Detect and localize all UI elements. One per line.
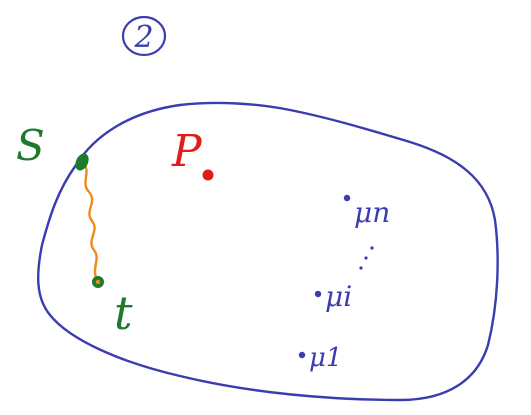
circled-number-icon [121,15,167,57]
mu-i-label: μi [325,280,352,313]
mu-n-point [343,194,351,202]
target-point-core [95,279,101,285]
panel-number-badge: 2 [121,15,167,57]
mu-1-label: μ1 [309,343,342,373]
region-boundary [37,101,499,402]
target-label: t [114,286,133,340]
point-p [202,169,214,181]
mu-1-point [298,351,306,359]
point-p-label: P [171,126,203,177]
source-point [75,153,89,171]
mu-i-point [314,290,322,298]
panel-number: 2 [133,20,153,55]
s-to-t-path [81,161,99,282]
vertical-dots-icon [359,246,374,270]
source-label: S [16,121,45,170]
mu-n-label: μn [354,196,390,229]
